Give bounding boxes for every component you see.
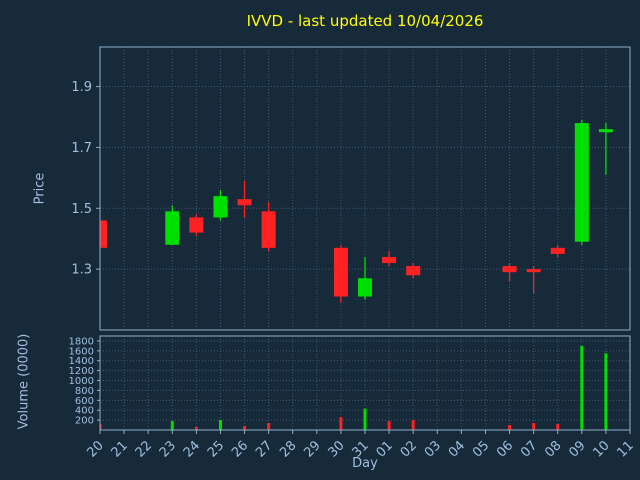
price-tick-label: 1.3 — [71, 263, 92, 278]
x-tick-label: 07 — [518, 438, 540, 460]
x-tick-label: 22 — [133, 438, 155, 460]
candle-body — [358, 278, 372, 297]
x-tick-label: 11 — [615, 438, 637, 460]
x-tick-label: 05 — [470, 438, 492, 460]
volume-tick-label: 1400 — [69, 356, 94, 367]
volume-bar — [532, 423, 536, 430]
volume-tick-label: 200 — [75, 416, 94, 427]
price-panel-border — [99, 46, 631, 331]
x-tick-label: 27 — [253, 438, 275, 460]
candle-body — [382, 256, 397, 264]
candle-body — [189, 217, 204, 233]
candle-body — [598, 129, 613, 133]
candle-body — [165, 211, 180, 245]
x-tick-label: 09 — [566, 438, 588, 460]
volume-bar — [411, 420, 415, 430]
volume-bar — [604, 353, 608, 430]
volume-bar — [556, 424, 560, 430]
volume-bar — [508, 425, 512, 430]
candle-body — [333, 247, 348, 297]
candle-body — [502, 266, 517, 273]
volume-tick-label: 400 — [75, 406, 94, 417]
candle-body — [550, 247, 565, 254]
volume-bar — [580, 345, 584, 430]
price-tick-label: 1.5 — [71, 202, 92, 217]
candle-body — [406, 266, 421, 276]
volume-bar — [267, 423, 271, 430]
tick-marks — [96, 86, 631, 434]
volume-tick-label: 800 — [75, 386, 94, 397]
volume-bars — [100, 345, 608, 430]
volume-bar — [387, 421, 391, 430]
x-tick-label: 24 — [181, 438, 203, 460]
candle-body — [261, 211, 276, 248]
volume-axis-label: Volume (0000) — [16, 333, 32, 430]
x-tick-label: 25 — [205, 438, 227, 460]
volume-bar — [339, 417, 343, 430]
x-tick-label: 20 — [85, 438, 107, 460]
volume-tick-label: 1000 — [69, 376, 94, 387]
volume-bar — [170, 421, 174, 430]
x-tick-label: 06 — [494, 438, 516, 460]
price-tick-label: 1.9 — [71, 80, 92, 95]
candles — [100, 120, 613, 303]
volume-tick-label: 600 — [75, 396, 94, 407]
x-tick-label: 10 — [590, 438, 612, 460]
volume-tick-label: 1600 — [69, 346, 94, 357]
price-axis-label: Price — [32, 172, 48, 205]
x-tick-label: 21 — [109, 438, 131, 460]
candle-body — [526, 269, 541, 273]
x-axis-label: Day — [352, 456, 378, 471]
candle-body — [574, 123, 589, 242]
x-tick-label: 28 — [277, 438, 299, 460]
x-tick-label: 23 — [157, 438, 179, 460]
volume-tick-label: 1800 — [69, 336, 94, 347]
tick-labels: 1.3 1.5 1.7 1.9 2004006008001000120014001600… — [69, 80, 637, 460]
volume-bar — [218, 420, 222, 430]
candle-body — [100, 220, 107, 248]
volume-bar — [363, 408, 367, 430]
gridlines — [99, 47, 631, 430]
x-tick-label: 26 — [229, 438, 251, 460]
chart-title: IVVD - last updated 10/04/2026 — [246, 12, 484, 30]
candle-body — [237, 199, 252, 206]
candle-body — [213, 196, 228, 218]
volume-bar — [100, 424, 102, 430]
x-tick-label: 04 — [446, 438, 468, 460]
volume-tick-label: 1200 — [69, 366, 94, 377]
volume-bar — [194, 427, 198, 430]
volume-bar — [243, 426, 247, 430]
x-tick-label: 03 — [422, 438, 444, 460]
x-tick-label: 08 — [542, 438, 564, 460]
price-tick-label: 1.7 — [71, 141, 92, 156]
